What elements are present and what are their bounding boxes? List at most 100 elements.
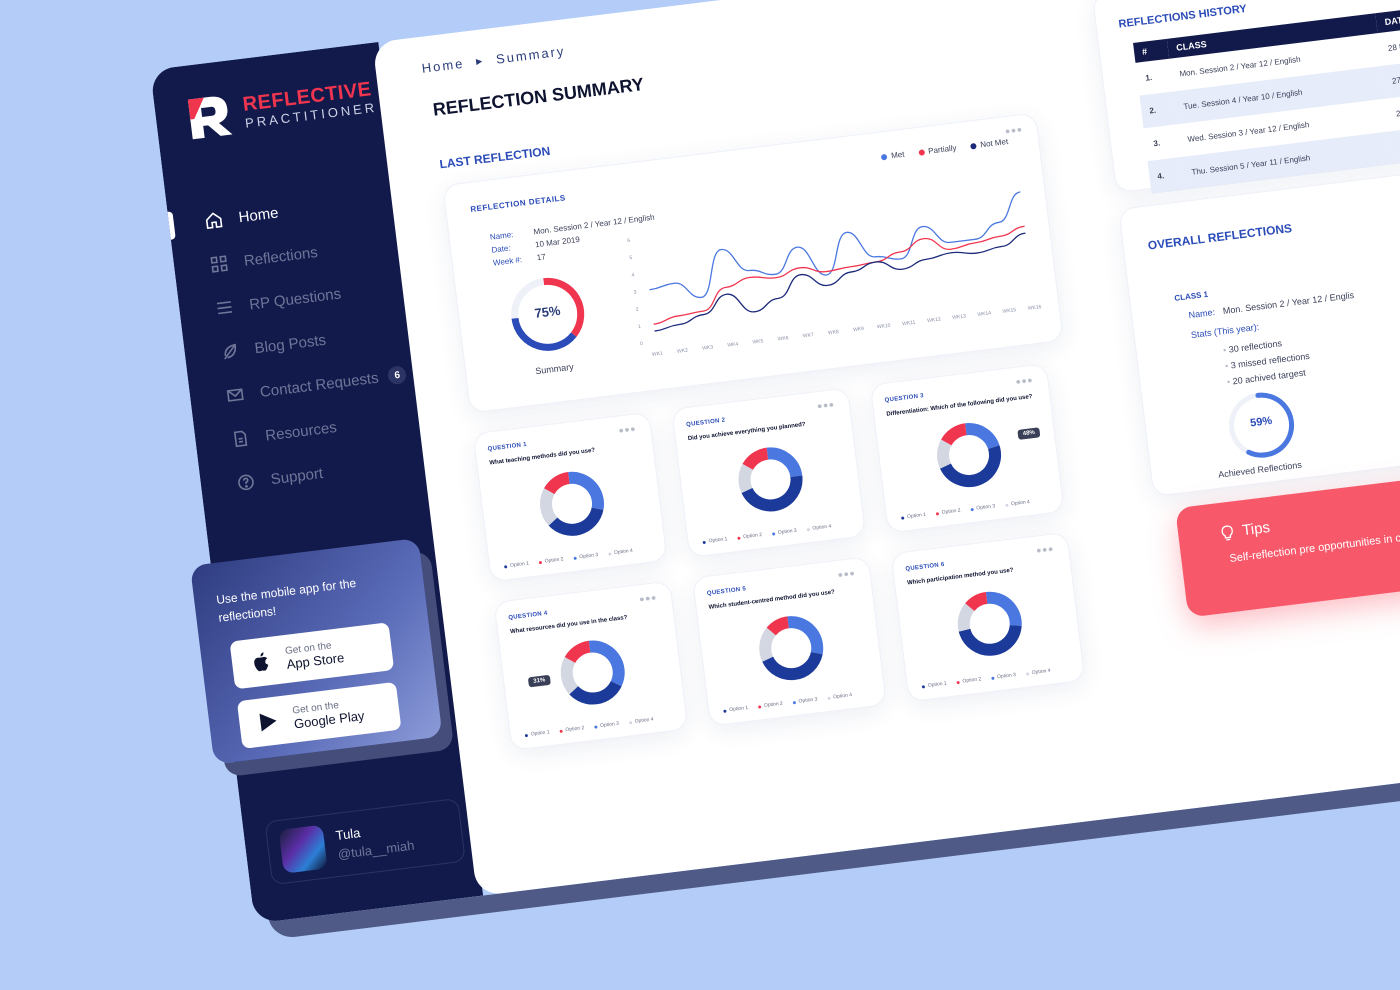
help-icon <box>236 472 256 492</box>
overall-name-key: Name: <box>1188 307 1216 321</box>
meta-key: Week #: <box>492 255 523 268</box>
more-options-icon[interactable]: ••• <box>836 564 857 583</box>
y-tick-label: 1 <box>638 324 642 330</box>
option-label: Option 3 <box>579 552 599 561</box>
x-tick-label: WK1 <box>652 351 664 358</box>
option-dot <box>1025 671 1029 676</box>
option-dot <box>573 556 577 560</box>
breadcrumb-current: Summary <box>495 43 567 67</box>
sidebar-item-label: Home <box>237 203 280 226</box>
question-donut <box>937 423 1002 488</box>
donut-slice <box>787 616 824 655</box>
mobile-app-promo: Use the mobile app for the reflections! … <box>190 537 443 765</box>
x-tick-label: WK5 <box>752 338 764 345</box>
app-window: REFLECTIVE PRACTITIONER Home Reflections… <box>150 0 1400 924</box>
sidebar-item-support[interactable]: Support <box>199 438 433 510</box>
question-options: Option 1 Option 2 Option 3 Option 4 <box>921 668 1051 690</box>
y-tick-label: 3 <box>633 289 637 295</box>
user-profile-card[interactable]: Tula @tula__miah <box>264 797 466 886</box>
more-options-icon[interactable]: ••• <box>1035 540 1056 559</box>
option-dot <box>935 511 939 516</box>
option-label: Option 4 <box>613 547 634 557</box>
option-label: Option 2 <box>742 531 763 541</box>
donut-slice <box>540 488 558 526</box>
overall-progress-donut <box>1229 392 1295 458</box>
question-callout: 31% <box>527 674 551 688</box>
question-option: Option 3 <box>990 672 1017 681</box>
question-option: Option 2 <box>956 676 982 685</box>
google-play-button[interactable]: Get on the Google Play <box>236 681 402 749</box>
question-option: Option 3 <box>970 503 996 512</box>
sidebar-item-label: Blog Posts <box>253 331 327 357</box>
option-label: Option 3 <box>996 672 1017 681</box>
more-options-icon[interactable]: ••• <box>816 396 836 415</box>
option-label: Option 1 <box>728 704 749 714</box>
overall-class-label: CLASS 1 <box>1173 289 1209 303</box>
main-content: Home ▶ Summary REFLECTION SUMMARY LAST R… <box>372 0 1400 897</box>
donut-slice <box>738 463 754 493</box>
contact-requests-badge: 6 <box>387 365 408 386</box>
overall-title: OVERALL REFLECTIONS <box>1146 221 1293 253</box>
x-tick-label: WK11 <box>902 320 916 328</box>
donut-slice <box>564 640 591 664</box>
option-label: Option 2 <box>941 507 961 516</box>
row-number: 2. <box>1139 91 1178 129</box>
donut-segment <box>543 277 585 337</box>
sidebar-item-label: Support <box>269 464 324 488</box>
row-number: 4. <box>1147 156 1186 194</box>
option-dot <box>538 560 542 564</box>
mail-icon <box>225 385 245 405</box>
more-options-icon[interactable]: ••• <box>1014 371 1035 390</box>
question-option: Option 3 <box>792 696 818 705</box>
tips-heading: Tips <box>1219 519 1271 542</box>
last-reflection-title: LAST REFLECTION <box>438 143 552 172</box>
tips-card[interactable]: Tips Self-reflection pre opportunities i… <box>1175 466 1400 618</box>
legend-dot <box>970 142 977 150</box>
donut-segment <box>1246 392 1295 458</box>
sidebar-item-label: Reflections <box>242 243 319 270</box>
row-number: 1. <box>1144 72 1153 83</box>
donut-slice <box>569 680 622 705</box>
sidebar-item-reflections[interactable]: Reflections <box>172 220 406 292</box>
reflections-history-card: REFLECTIONS HISTORY # CLASS DATE 1. Mon. … <box>1091 0 1400 194</box>
series-line-partially <box>653 225 1025 325</box>
question-label: QUESTION 3 <box>884 393 925 404</box>
sidebar-item-blog-posts[interactable]: Blog Posts <box>183 307 417 379</box>
sidebar-item-contact-requests[interactable]: Contact Requests 6 <box>188 351 422 423</box>
question-label: QUESTION 4 <box>508 610 548 622</box>
brand-logo[interactable]: REFLECTIVE PRACTITIONER <box>183 73 378 142</box>
series-line-met <box>649 191 1021 299</box>
question-option: Option 2 <box>935 507 961 517</box>
option-dot <box>628 720 632 725</box>
sidebar-item-rp-questions[interactable]: RP Questions <box>177 263 411 335</box>
donut-slice <box>985 591 1022 626</box>
question-options: Option 1 Option 2 Option 3 Option 4 <box>723 692 852 714</box>
legend-label: Met <box>890 149 905 161</box>
overall-reflections-card: OVERALL REFLECTIONS CLASS 1 Name: Mon. Se… <box>1118 165 1400 497</box>
question-option: Option 1 <box>702 536 728 545</box>
more-options-icon[interactable]: ••• <box>617 420 638 439</box>
breadcrumb-home[interactable]: Home <box>420 55 466 76</box>
sidebar-item-home[interactable]: Home <box>166 176 400 248</box>
menu-icon <box>214 298 234 318</box>
page-title: REFLECTION SUMMARY <box>431 74 645 120</box>
option-label: Option 4 <box>1010 499 1031 508</box>
sidebar-item-label: Contact Requests <box>259 369 380 401</box>
option-label: Option 1 <box>509 560 530 569</box>
sidebar-item-resources[interactable]: Resources <box>193 394 427 466</box>
option-dot <box>900 515 905 520</box>
donut-slice <box>937 439 952 469</box>
meta-value: 17 <box>536 252 547 263</box>
legend-item-not-met: Not Met <box>970 137 1009 151</box>
more-options-icon[interactable]: ••• <box>638 589 658 608</box>
option-label: Option 4 <box>634 716 654 725</box>
logo-mark-icon <box>187 96 233 140</box>
x-tick-label: WK3 <box>702 344 714 351</box>
column-header-date[interactable]: DATE <box>1375 2 1400 34</box>
option-dot <box>970 507 974 511</box>
question-card: ••• QUESTION 2 Did you achieve everythin… <box>671 387 867 558</box>
legend-dot <box>917 148 925 156</box>
app-store-button[interactable]: Get on the App Store <box>229 622 395 690</box>
x-tick-label: WK8 <box>828 329 840 336</box>
